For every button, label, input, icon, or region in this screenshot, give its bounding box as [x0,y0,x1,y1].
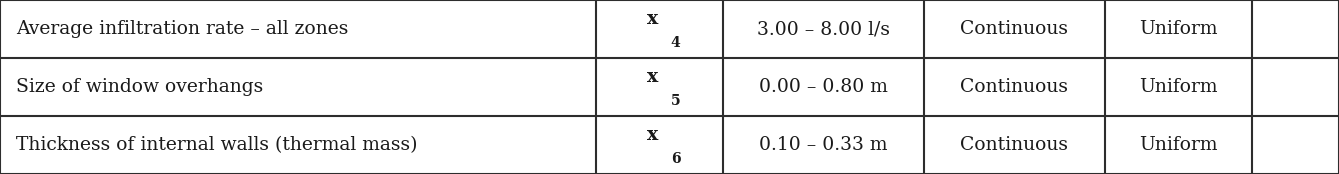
Text: x: x [647,126,659,144]
Text: Thickness of internal walls (thermal mass): Thickness of internal walls (thermal mas… [16,136,418,154]
Text: x: x [647,10,659,27]
Text: Uniform: Uniform [1139,136,1217,154]
Text: 6: 6 [671,152,680,166]
Text: Average infiltration rate – all zones: Average infiltration rate – all zones [16,20,348,38]
Text: 0.10 – 0.33 m: 0.10 – 0.33 m [759,136,888,154]
Text: 3.00 – 8.00 l/s: 3.00 – 8.00 l/s [757,20,890,38]
Text: Continuous: Continuous [960,78,1069,96]
Text: Size of window overhangs: Size of window overhangs [16,78,264,96]
Text: 0.00 – 0.80 m: 0.00 – 0.80 m [759,78,888,96]
Text: x: x [647,68,659,86]
Text: 4: 4 [671,36,680,50]
Text: 5: 5 [671,94,680,108]
Text: Uniform: Uniform [1139,78,1217,96]
Text: Continuous: Continuous [960,136,1069,154]
Text: Continuous: Continuous [960,20,1069,38]
Text: Uniform: Uniform [1139,20,1217,38]
